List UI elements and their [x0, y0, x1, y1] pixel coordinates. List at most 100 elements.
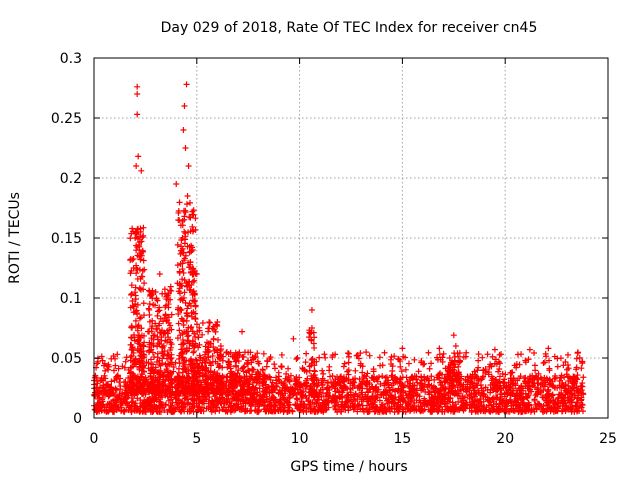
data-point: [191, 330, 198, 337]
data-point: [538, 376, 545, 383]
data-point: [131, 402, 138, 409]
data-point: [153, 396, 160, 403]
data-point: [284, 402, 291, 409]
data-point: [340, 363, 347, 370]
data-point: [260, 392, 267, 399]
data-point: [418, 359, 425, 366]
data-point: [449, 381, 456, 388]
data-point: [205, 328, 212, 335]
data-point: [308, 356, 315, 363]
data-point: [181, 255, 188, 262]
data-point: [500, 379, 507, 386]
data-point: [309, 356, 316, 363]
data-point: [182, 252, 189, 259]
data-point: [486, 396, 493, 403]
data-point: [210, 390, 217, 397]
data-point: [290, 386, 297, 393]
data-point: [150, 342, 157, 349]
data-point: [365, 408, 372, 415]
data-point: [277, 396, 284, 403]
data-point: [195, 407, 202, 414]
data-point: [190, 348, 197, 355]
data-point: [458, 387, 465, 394]
data-point: [150, 301, 157, 308]
data-point: [379, 403, 386, 410]
data-point: [106, 384, 113, 391]
data-point: [522, 374, 529, 381]
data-point: [431, 376, 438, 383]
data-point: [428, 373, 435, 380]
data-point: [193, 271, 200, 277]
data-point: [543, 399, 550, 406]
data-point: [482, 384, 489, 391]
data-point: [502, 371, 509, 378]
data-point: [580, 374, 587, 381]
data-point: [150, 408, 157, 415]
data-point: [357, 362, 364, 369]
data-point: [177, 408, 184, 415]
data-point: [181, 213, 188, 220]
data-point: [102, 387, 109, 394]
data-point: [281, 404, 288, 411]
data-point: [450, 332, 457, 339]
data-point: [306, 401, 313, 408]
data-point: [559, 397, 566, 404]
data-point: [339, 394, 346, 401]
data-point: [564, 388, 571, 395]
data-point: [509, 380, 516, 387]
data-point: [128, 282, 135, 289]
data-point: [225, 359, 232, 366]
data-point: [526, 346, 533, 353]
data-point: [239, 397, 246, 404]
data-point: [91, 406, 98, 413]
data-point: [467, 379, 474, 386]
data-point: [379, 362, 386, 369]
data-point: [561, 385, 568, 392]
data-point: [247, 402, 254, 409]
data-point: [424, 374, 431, 381]
data-point: [456, 371, 463, 378]
data-point: [351, 379, 358, 386]
data-point: [562, 359, 569, 366]
data-point: [204, 390, 211, 397]
data-point: [371, 408, 378, 415]
data-point: [150, 336, 157, 343]
data-point: [128, 291, 135, 298]
data-point: [235, 367, 242, 374]
data-point: [179, 354, 186, 361]
data-point: [244, 380, 251, 387]
data-point: [507, 370, 514, 377]
data-point: [573, 399, 580, 406]
data-point: [479, 354, 486, 361]
data-point: [219, 364, 226, 371]
data-point: [574, 407, 581, 414]
data-point: [134, 405, 141, 412]
data-point: [579, 401, 586, 408]
data-point: [525, 379, 532, 386]
data-point: [328, 379, 335, 386]
data-point: [408, 394, 415, 401]
data-point: [285, 365, 292, 372]
data-point: [250, 354, 257, 361]
data-point: [148, 325, 155, 332]
data-point: [510, 398, 517, 405]
data-point: [144, 403, 151, 410]
data-point: [474, 397, 481, 404]
data-point: [425, 406, 432, 413]
data-point: [132, 301, 139, 307]
data-point: [571, 380, 578, 387]
data-point: [128, 390, 135, 397]
data-point: [454, 350, 461, 357]
data-point: [196, 393, 203, 400]
tick-layer: 0 0.05 0.1 0.15 0.2 0.25 0.3 0 5 10 15 20 25: [51, 51, 617, 447]
data-point: [534, 391, 541, 398]
data-point: [366, 405, 373, 412]
data-point: [127, 364, 134, 371]
data-point: [462, 386, 469, 393]
data-point: [485, 397, 492, 404]
data-point: [278, 379, 285, 386]
data-point: [431, 400, 438, 407]
data-point: [523, 403, 530, 410]
data-point: [475, 351, 482, 358]
data-point: [103, 390, 110, 397]
